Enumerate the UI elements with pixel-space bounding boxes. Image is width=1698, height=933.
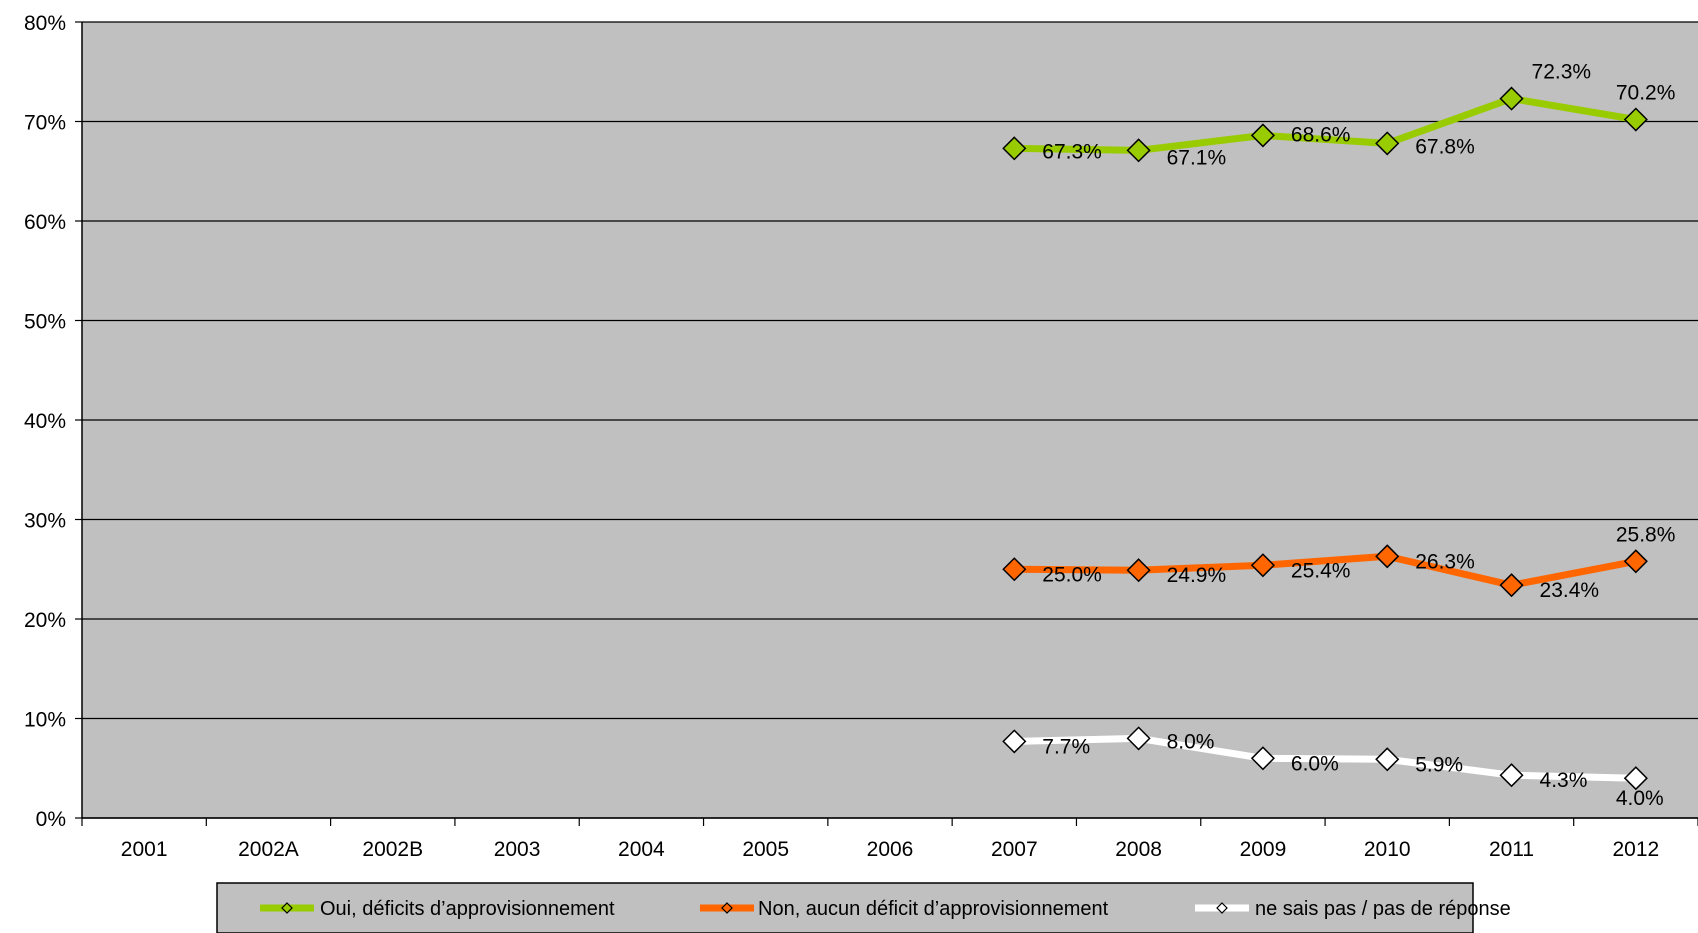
series-3: 7.7% 8.0% 6.0% 5.9% 4.3% 4.0%: [1002, 726, 1664, 810]
legend-label: Oui, déficits d’approvisionnement: [320, 898, 615, 920]
data-label: 67.3%: [1042, 140, 1102, 163]
data-label: 5.9%: [1415, 753, 1463, 776]
series-group: 67.3% 67.1% 68.6% 67.8% 72.3% 70.2% 25.0% 24.9%…: [1002, 61, 1676, 810]
data-label: 72.3%: [1532, 61, 1592, 84]
x-tick-label: 2009: [1240, 838, 1287, 861]
legend-label: ne sais pas / pas de réponse: [1255, 898, 1511, 920]
data-label: 25.0%: [1042, 563, 1102, 586]
series-1: 67.3% 67.1% 68.6% 67.8% 72.3% 70.2%: [1002, 61, 1676, 169]
data-point-marker: [1623, 549, 1648, 574]
data-point-marker: [1250, 746, 1275, 771]
series-2: 25.0% 24.9% 25.4% 26.3% 23.4% 25.8%: [1002, 523, 1676, 602]
x-tick-label: 2011: [1489, 838, 1534, 861]
data-point-marker: [1623, 766, 1648, 791]
data-label: 25.4%: [1291, 559, 1351, 582]
data-label: 4.0%: [1616, 787, 1664, 810]
legend: Oui, déficits d’approvisionnement Non, au…: [216, 882, 1511, 933]
series-line: [1014, 95, 1637, 154]
data-point-marker: [1375, 544, 1400, 569]
data-point-marker: [1002, 729, 1027, 754]
legend-marker: [281, 902, 293, 914]
x-tick-label: 2002B: [362, 838, 423, 861]
data-point-marker: [1250, 553, 1275, 578]
data-label: 6.0%: [1291, 752, 1339, 775]
y-axis-ticks: 0% 10% 20% 30% 40% 50% 60% 70% 80%: [24, 12, 82, 831]
data-point-marker: [1375, 747, 1400, 772]
x-tick-label: 2001: [121, 838, 168, 861]
y-tick-label: 10%: [24, 709, 66, 732]
data-label: 25.8%: [1616, 523, 1676, 546]
y-tick-label: 30%: [24, 510, 66, 533]
x-tick-label: 2005: [742, 838, 789, 861]
data-label: 23.4%: [1540, 579, 1600, 602]
legend-box: [216, 882, 1474, 933]
data-point-marker: [1126, 138, 1151, 163]
x-tick-label: 2008: [1115, 838, 1162, 861]
legend-marker: [721, 902, 733, 914]
y-tick-label: 70%: [24, 112, 66, 135]
x-tick-label: 2003: [494, 838, 541, 861]
data-point-marker: [1499, 86, 1524, 111]
data-label: 4.3%: [1540, 769, 1588, 792]
data-label: 7.7%: [1042, 735, 1090, 758]
data-point-marker: [1499, 573, 1524, 598]
y-tick-label: 0%: [36, 808, 66, 831]
x-tick-label: 2002A: [238, 838, 299, 861]
data-point-marker: [1126, 726, 1151, 751]
data-point-marker: [1375, 131, 1400, 156]
legend-entry-3: ne sais pas / pas de réponse: [1195, 898, 1511, 920]
data-label: 67.8%: [1415, 135, 1475, 158]
x-tick-label: 2012: [1612, 838, 1659, 861]
data-point-marker: [1623, 107, 1648, 132]
x-tick-label: 2004: [618, 838, 665, 861]
data-label: 67.1%: [1167, 146, 1227, 169]
legend-label: Non, aucun déficit d’approvisionnement: [758, 898, 1109, 920]
data-point-marker: [1002, 557, 1027, 582]
series-line: [1014, 552, 1637, 589]
data-label: 24.9%: [1167, 564, 1227, 587]
data-point-marker: [1250, 123, 1275, 148]
series-line: [1014, 734, 1636, 782]
y-tick-label: 50%: [24, 311, 66, 334]
data-label: 70.2%: [1616, 82, 1676, 105]
y-tick-label: 60%: [24, 211, 66, 234]
data-label: 68.6%: [1291, 123, 1351, 146]
y-tick-label: 40%: [24, 410, 66, 433]
x-tick-label: 2010: [1364, 838, 1411, 861]
legend-entry-1: Oui, déficits d’approvisionnement: [260, 898, 615, 920]
x-axis-ticks: 2001 2002A 2002B 2003 2004 2005 2006 2007 2008 20…: [81, 818, 1698, 861]
y-tick-label: 20%: [24, 609, 66, 632]
data-point-marker: [1499, 763, 1524, 788]
data-point-marker: [1002, 136, 1027, 161]
legend-entry-2: Non, aucun déficit d’approvisionnement: [700, 898, 1109, 920]
legend-marker: [1216, 902, 1228, 914]
data-point-marker: [1126, 558, 1151, 583]
x-tick-label: 2007: [991, 838, 1038, 861]
x-tick-label: 2006: [867, 838, 914, 861]
y-tick-label: 80%: [24, 12, 66, 35]
data-label: 26.3%: [1415, 550, 1475, 573]
data-label: 8.0%: [1167, 730, 1215, 753]
